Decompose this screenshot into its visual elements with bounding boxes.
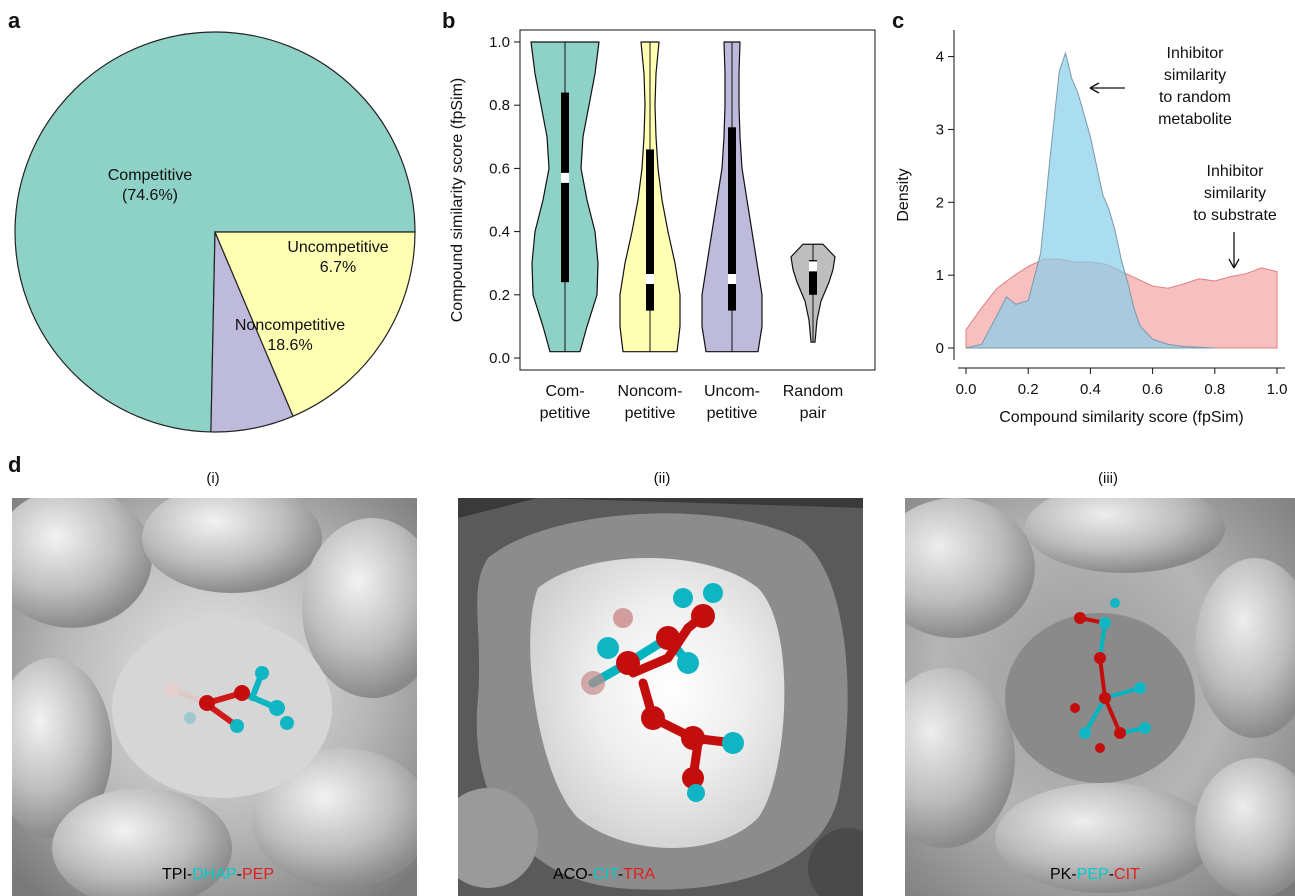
label-inhibitor: PEP bbox=[242, 866, 275, 883]
x-tick-label: 0.2 bbox=[1018, 381, 1039, 398]
rendering-3-caption: (iii) bbox=[1098, 470, 1118, 487]
annotation-random-metabolite: Inhibitor similarity to random metabolite bbox=[1158, 45, 1232, 128]
label-inhibitor: CIT bbox=[1114, 866, 1140, 883]
rendering-1-caption: (i) bbox=[206, 470, 220, 487]
rendering-3: PK-PEP-CIT bbox=[905, 498, 1295, 896]
y-tick-label: 0.4 bbox=[489, 224, 510, 241]
violin-iqr-box bbox=[561, 92, 569, 283]
y-tick-label: 4 bbox=[936, 49, 944, 66]
violin-iqr-box bbox=[728, 127, 736, 311]
panel-d-letter: d bbox=[8, 452, 22, 477]
annotation-arrowhead-2 bbox=[1228, 258, 1240, 269]
protein-surface-2 bbox=[458, 498, 863, 896]
label-enzyme: PK- bbox=[1050, 866, 1077, 883]
y-axis-label: Compound similarity score (fpSim) bbox=[449, 78, 466, 323]
violin-plot: 0.0 0.2 0.4 0.6 0.8 1.0 Compound similarity sc… bbox=[449, 29, 876, 422]
density-plot: 0.0 0.2 0.4 0.6 0.8 1.0 0 1 2 3 4 Compound similari… bbox=[895, 30, 1288, 426]
density-random-metabolite bbox=[965, 51, 1215, 349]
violin-median bbox=[809, 261, 817, 272]
x-tick-label-4: Random pair bbox=[783, 383, 843, 422]
y-tick-label: 0.8 bbox=[489, 97, 510, 114]
y-tick-label: 0.0 bbox=[489, 350, 510, 367]
pie-chart: Competitive (74.6%) Uncompetitive 6.7% Nonco… bbox=[14, 31, 416, 433]
rendering-2: ACO-CIT-TRA bbox=[458, 498, 863, 896]
pie-slice-noncompetitive bbox=[214, 231, 416, 417]
violin-iqr-box bbox=[809, 260, 817, 295]
label-substrate: DHAP bbox=[192, 866, 237, 883]
x-tick-label: 0.0 bbox=[956, 381, 977, 398]
y-tick-label: 2 bbox=[936, 194, 944, 211]
violin-median bbox=[646, 274, 654, 284]
y-tick-label: 0.2 bbox=[489, 287, 510, 304]
pie-label-noncompetitive: Noncompetitive 18.6% bbox=[235, 317, 345, 354]
panel-b-letter: b bbox=[442, 8, 456, 33]
panel-c-letter: c bbox=[892, 8, 905, 33]
annotation-arrowhead-1 bbox=[1089, 82, 1100, 94]
label-separator: - bbox=[617, 866, 624, 883]
label-inhibitor: TRA bbox=[623, 866, 656, 883]
rendering-2-caption: (ii) bbox=[653, 470, 671, 487]
y-axis-label: Density bbox=[895, 168, 912, 221]
x-tick-label-3: Uncom-petitive bbox=[704, 383, 760, 422]
violin-median bbox=[561, 172, 569, 183]
annotation-substrate: Inhibitor similarity to substrate bbox=[1193, 163, 1277, 224]
x-tick-label: 0.4 bbox=[1080, 381, 1101, 398]
label-substrate: PEP bbox=[1076, 866, 1109, 883]
pie-label-competitive: Competitive (74.6%) bbox=[108, 167, 193, 204]
y-tick-label: 0 bbox=[936, 340, 944, 357]
x-tick-label-2: Noncom-petitive bbox=[618, 383, 683, 422]
plot-frame bbox=[519, 29, 876, 371]
x-tick-label: 0.6 bbox=[1142, 381, 1163, 398]
x-axis-label: Compound similarity score (fpSim) bbox=[999, 409, 1244, 426]
rendering-1: TPI-DHAP-PEP bbox=[12, 498, 417, 896]
panel-a-letter: a bbox=[8, 8, 21, 33]
x-tick-label: 1.0 bbox=[1267, 381, 1288, 398]
label-separator: - bbox=[1108, 866, 1115, 883]
y-tick-label: 1 bbox=[936, 267, 944, 284]
protein-surface-1 bbox=[12, 498, 417, 896]
y-tick-label: 0.6 bbox=[489, 160, 510, 177]
label-enzyme: ACO- bbox=[553, 866, 593, 883]
label-separator: - bbox=[236, 866, 242, 883]
y-tick-label: 1.0 bbox=[489, 34, 510, 51]
violin-median bbox=[728, 274, 736, 284]
rendering-2-label: ACO-CIT-TRA bbox=[553, 866, 655, 884]
label-substrate: CIT bbox=[593, 866, 618, 883]
violin-iqr-box bbox=[646, 149, 654, 311]
pie-label-uncompetitive: Uncompetitive 6.7% bbox=[287, 239, 388, 276]
label-enzyme: TPI- bbox=[162, 866, 193, 883]
x-tick-label: 0.8 bbox=[1204, 381, 1225, 398]
y-tick-label: 3 bbox=[936, 121, 944, 138]
rendering-3-label: PK-PEP-CIT bbox=[1050, 866, 1140, 884]
rendering-1-label: TPI-DHAP-PEP bbox=[162, 866, 274, 884]
protein-surface-3 bbox=[905, 498, 1295, 896]
x-tick-label-1: Com-petitive bbox=[540, 383, 591, 422]
